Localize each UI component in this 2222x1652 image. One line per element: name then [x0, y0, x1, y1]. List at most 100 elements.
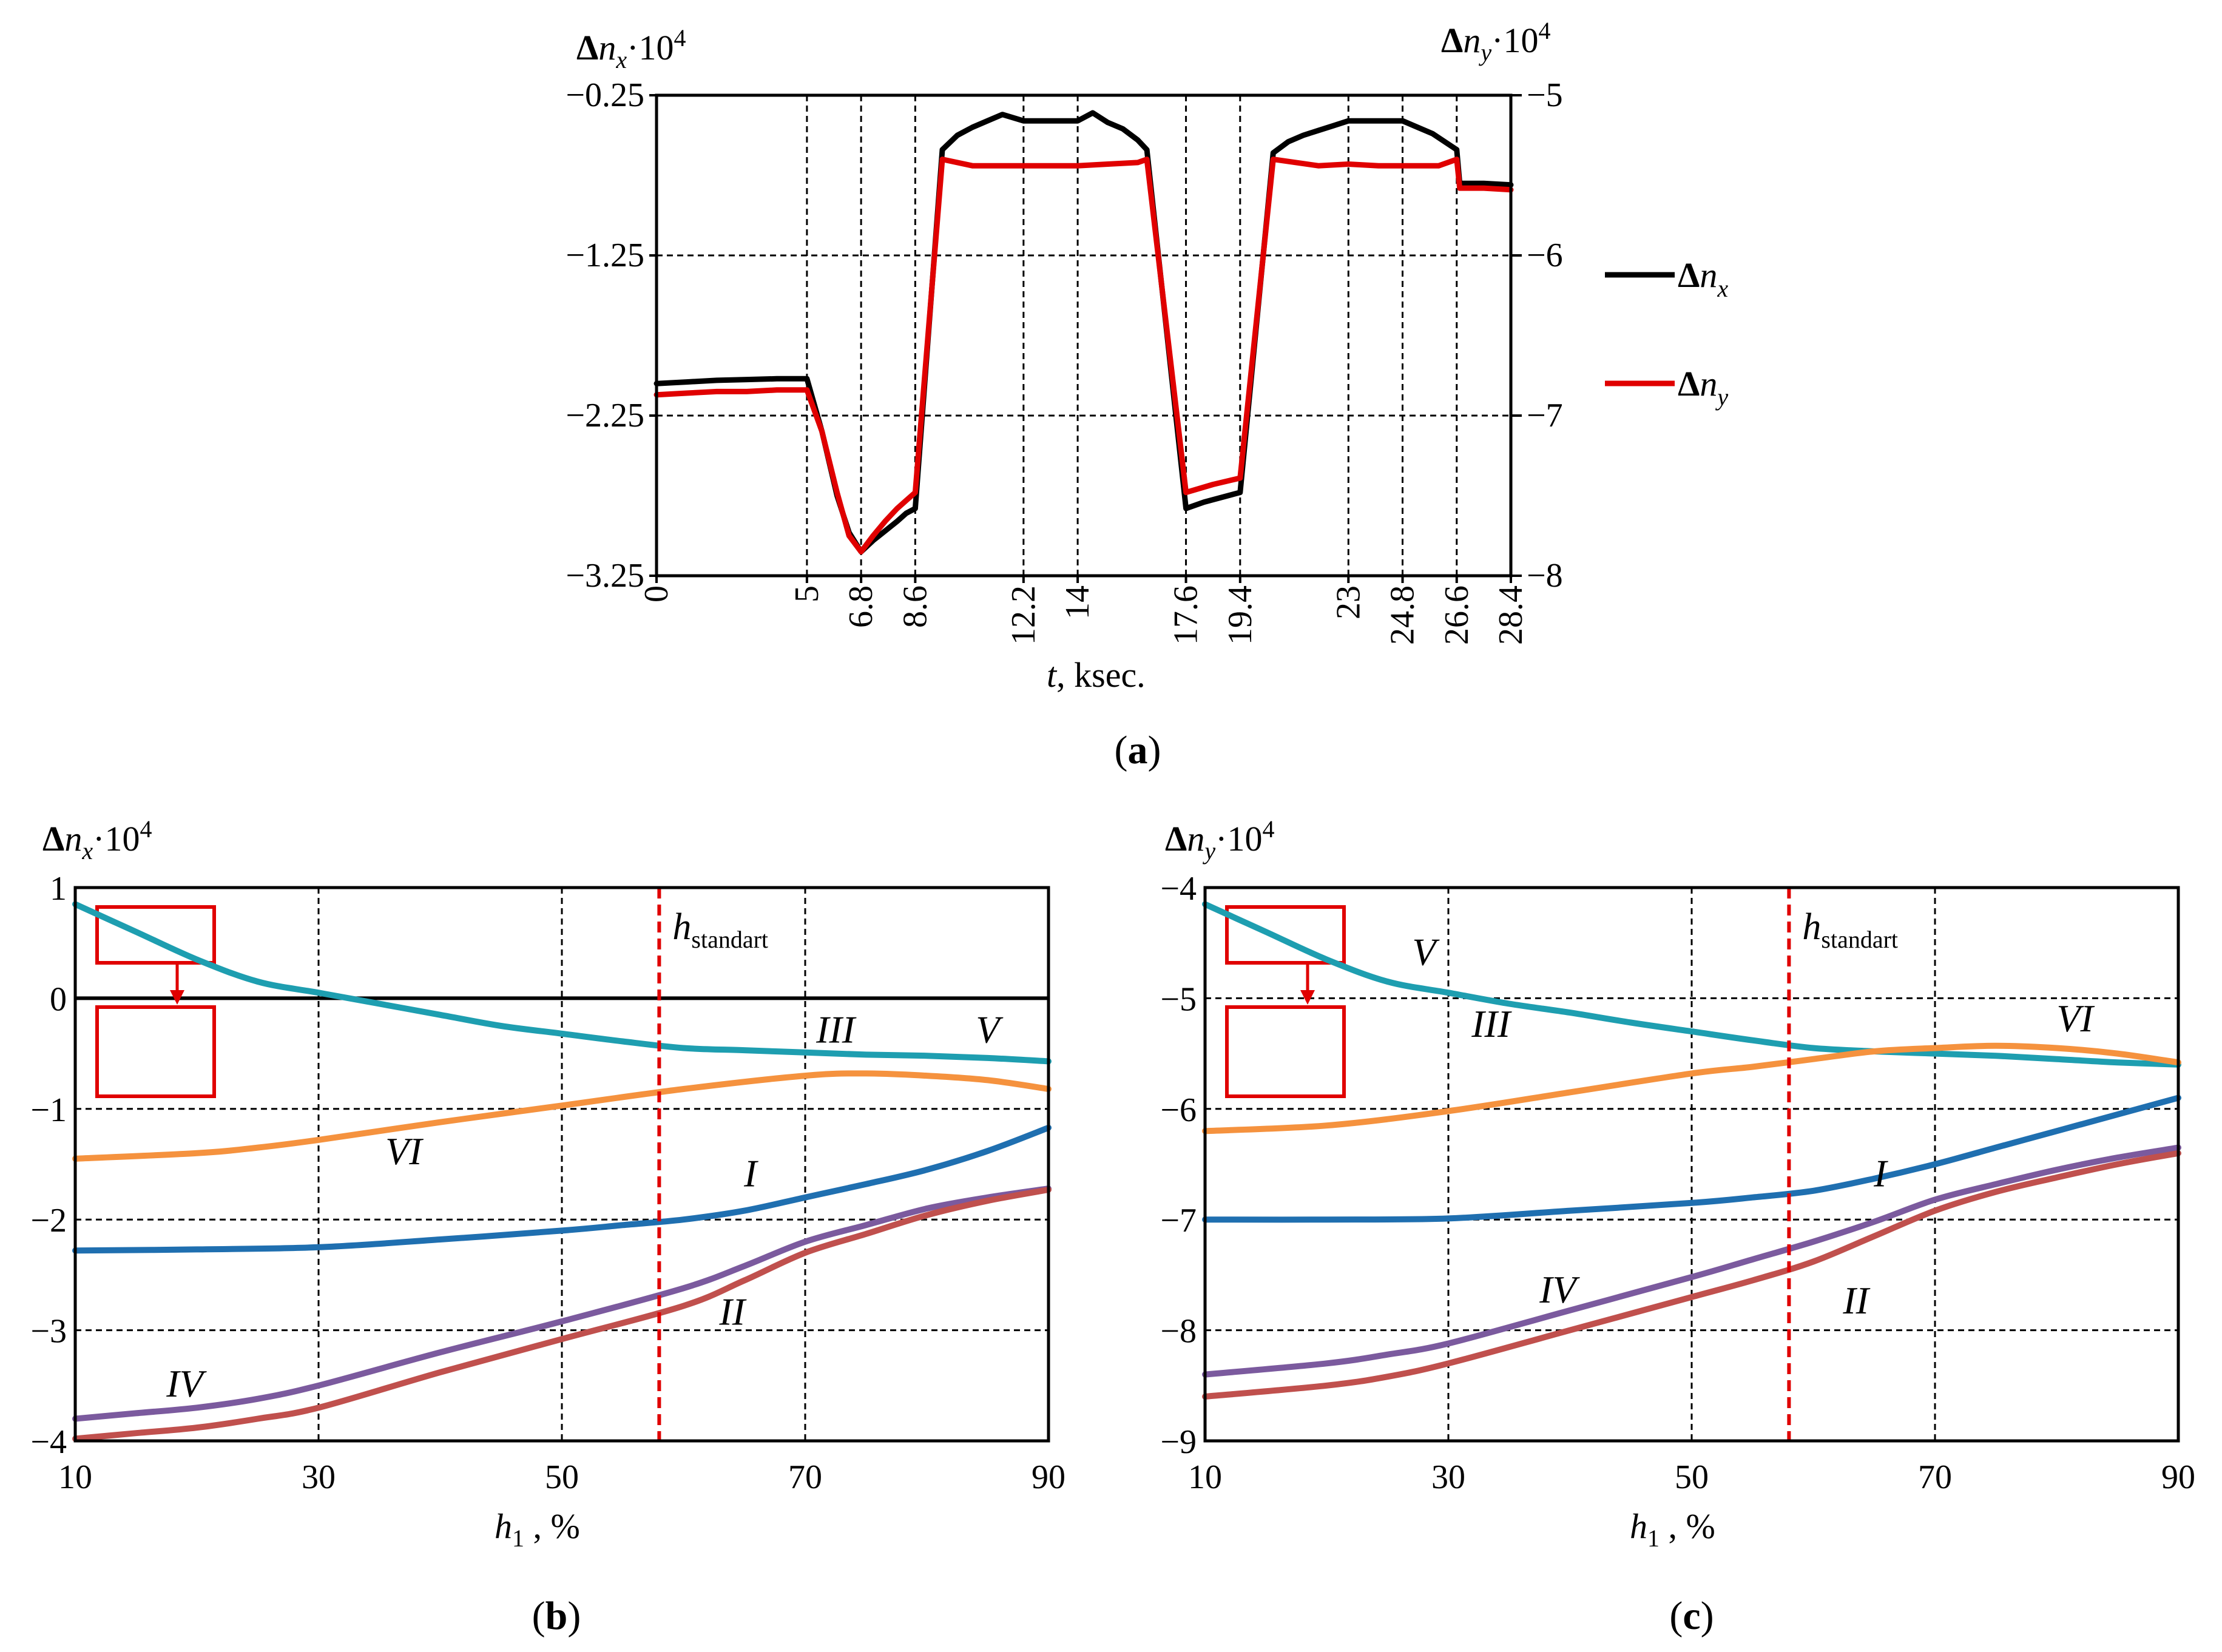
series-line-II-b — [72, 1187, 1052, 1442]
y-tick-label-b: 1 — [50, 870, 67, 908]
y-tick-label-b: 0 — [50, 980, 67, 1018]
inset-boxes-c — [1225, 905, 1346, 1098]
inset-box-top-c — [1225, 905, 1346, 965]
series-label-IV-c: IV — [1539, 1268, 1580, 1311]
y-axis-left-label-a: Δnx·104 — [576, 24, 686, 73]
series-label-III-b: III — [816, 1008, 857, 1051]
x-tick-labels-c: 10 30 50 70 90 — [1188, 1458, 2195, 1496]
x-tick-label-a: 14 — [1059, 585, 1096, 619]
x-tick-label-a: 28.4 — [1492, 585, 1530, 645]
x-tick-label-b: 10 — [58, 1458, 92, 1496]
grid-a — [657, 95, 1511, 576]
series-line-IV-c — [1202, 1144, 2181, 1378]
series-line-I-b — [72, 1124, 1052, 1254]
x-axis-label-a: t, ksec. — [1047, 655, 1146, 695]
y-axis-right-label-a: Δny·104 — [1441, 17, 1550, 66]
x-tick-label-a: 26.6 — [1438, 585, 1476, 645]
inset-box-top-b — [95, 905, 216, 965]
y-tick-label-right-a: −5 — [1527, 76, 1563, 114]
x-tick-label-c: 10 — [1188, 1458, 1222, 1496]
series-label-II-b: II — [718, 1290, 746, 1333]
x-tick-label-a: 17.6 — [1167, 585, 1205, 645]
left-y-tick-labels-a: −0.25 −1.25 −2.25 −3.25 — [566, 76, 657, 595]
y-tick-label-c: −7 — [1160, 1202, 1197, 1239]
x-tick-labels-b: 10 30 50 70 90 — [58, 1458, 1065, 1496]
y-tick-label-left-a: −1.25 — [566, 237, 644, 274]
y-axis-label-c: Δny·104 — [1165, 815, 1274, 865]
y-tick-label-c: −5 — [1160, 980, 1197, 1018]
lines-c — [1202, 888, 2181, 1441]
x-tick-label-c: 70 — [1918, 1458, 1952, 1496]
x-tick-label-b: 50 — [545, 1458, 579, 1496]
y-tick-label-left-a: −2.25 — [566, 397, 644, 434]
series-label-IV-b: IV — [166, 1362, 207, 1405]
series-label-I-b: I — [743, 1151, 758, 1195]
y-tick-label-b: −3 — [30, 1313, 67, 1350]
x-tick-label-a: 0 — [638, 585, 675, 602]
series-label-V-c: V — [1412, 931, 1440, 974]
inset-box-bottom-b — [95, 1005, 216, 1098]
y-tick-label-c: −9 — [1160, 1423, 1197, 1461]
inset-box-bottom-c — [1225, 1005, 1346, 1098]
series-line-VI-c — [1202, 1042, 2181, 1134]
series-line-VI-b — [72, 1070, 1052, 1162]
series-label-II-c: II — [1842, 1279, 1870, 1322]
series-label-VI-b: VI — [385, 1130, 424, 1173]
x-tick-label-a: 5 — [788, 585, 826, 602]
legend-a: Δnx Δny — [1605, 255, 1728, 411]
h-standart-label-c: hstandart — [1802, 906, 1898, 953]
x-tick-label-a: 23 — [1329, 585, 1367, 619]
caption-c: (c) — [1669, 1594, 1714, 1638]
series-label-VI-c: VI — [2056, 997, 2095, 1040]
legend-label-dnx: Δnx — [1678, 255, 1728, 302]
series-line-dny — [653, 157, 1514, 555]
x-tick-label-a: 24.8 — [1384, 585, 1422, 645]
caption-b: (b) — [532, 1594, 581, 1638]
caption-a: (a) — [1115, 728, 1161, 772]
grid-c — [1205, 888, 2178, 1441]
y-tick-label-c: −6 — [1160, 1091, 1197, 1129]
series-line-II-c — [1202, 1150, 2181, 1400]
grid-b — [75, 888, 1049, 1441]
x-tick-label-b: 70 — [788, 1458, 822, 1496]
series-line-IV-b — [72, 1185, 1052, 1422]
series-label-I-c: I — [1873, 1151, 1888, 1195]
y-tick-label-right-a: −6 — [1527, 237, 1563, 274]
inset-arrowhead-b — [170, 990, 184, 1005]
series-line-V-b — [72, 901, 1052, 1065]
h-standart-label-b: hstandart — [672, 906, 768, 953]
legend-label-dny: Δny — [1678, 364, 1728, 411]
y-tick-label-b: −2 — [30, 1202, 67, 1239]
series-label-III-c: III — [1471, 1002, 1512, 1045]
series-line-dnx — [653, 110, 1514, 555]
x-tick-labels-a: 0 5 6.8 8.6 12.2 14 17.6 19.4 23 24.8 26.6 28.4 — [638, 576, 1530, 645]
y-tick-label-right-a: −7 — [1527, 397, 1563, 434]
inset-arrowhead-c — [1300, 990, 1315, 1005]
y-tick-label-c: −8 — [1160, 1313, 1197, 1350]
series-line-I-c — [1202, 1094, 2181, 1223]
x-tick-label-c: 50 — [1675, 1458, 1709, 1496]
series-label-V-b: V — [976, 1008, 1004, 1051]
y-tick-labels-c: −4 −5 −6 −7 −8 −9 — [1160, 870, 1197, 1461]
x-tick-label-c: 90 — [2161, 1458, 2195, 1496]
series-line-V-c — [1202, 901, 2181, 1068]
plot-area-frame-b — [73, 886, 1050, 1443]
y-tick-label-b: −4 — [30, 1423, 67, 1461]
y-axis-label-b: Δnx·104 — [42, 815, 152, 865]
x-tick-label-a: 19.4 — [1221, 585, 1259, 645]
y-tick-label-right-a: −8 — [1527, 557, 1563, 595]
x-tick-label-b: 30 — [302, 1458, 336, 1496]
x-tick-label-b: 90 — [1032, 1458, 1065, 1496]
lines-a — [653, 110, 1514, 555]
x-tick-label-a: 12.2 — [1005, 585, 1042, 645]
y-tick-label-left-a: −3.25 — [566, 557, 644, 595]
chart-panel-a: 0 5 6.8 8.6 12.2 14 17.6 19.4 23 24.8 26.6 28.4 −0.… — [566, 17, 1728, 772]
lines-b — [72, 888, 1052, 1442]
y-tick-label-b: −1 — [30, 1091, 67, 1129]
x-tick-label-a: 8.6 — [896, 585, 934, 628]
